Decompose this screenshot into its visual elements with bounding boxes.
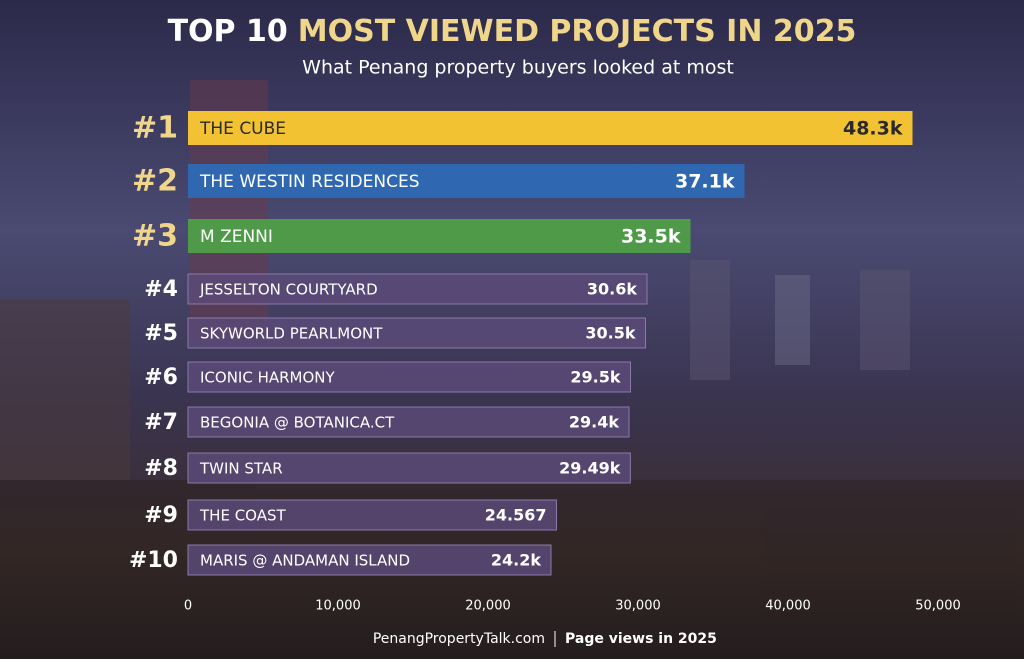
rank-label: #9 (144, 503, 178, 528)
bar (188, 219, 691, 253)
bar (187, 317, 646, 349)
x-tick-label: 50,000 (915, 599, 961, 614)
rank-label: #10 (129, 548, 178, 573)
category-label: MARIS @ ANDAMAN ISLAND (200, 552, 410, 570)
value-label: 24.2k (491, 551, 541, 570)
x-tick-label: 10,000 (315, 599, 361, 614)
value-label: 29.49k (559, 459, 621, 478)
category-label: BEGONIA @ BOTANICA.CT (200, 414, 395, 432)
value-label: 29.5k (570, 368, 620, 387)
source: PenangPropertyTalk.com (373, 631, 545, 647)
category-label: JESSELTON COURTYARD (199, 281, 378, 299)
x-tick-label: 0 (184, 599, 192, 614)
bar (187, 273, 648, 305)
title-lead: TOP 10 (168, 14, 288, 49)
rank-label: #6 (144, 365, 178, 390)
bar (187, 544, 552, 576)
value-label: 30.6k (587, 280, 637, 299)
note: Page views in 2025 (565, 631, 717, 647)
rank-label: #8 (144, 456, 178, 481)
bar (187, 361, 631, 393)
category-label: THE WESTIN RESIDENCES (199, 172, 419, 192)
category-label: M ZENNI (200, 227, 273, 247)
title-main: MOST VIEWED PROJECTS IN 2025 (298, 14, 857, 49)
rank-label: #2 (132, 164, 178, 199)
subtitle: What Penang property buyers looked at mo… (302, 57, 734, 79)
rank-label: #5 (144, 321, 178, 346)
value-label: 24.567 (485, 506, 547, 525)
value-label: 33.5k (621, 226, 681, 248)
rank-label: #3 (132, 219, 178, 254)
category-label: ICONIC HARMONY (200, 369, 336, 387)
x-tick-label: 30,000 (615, 599, 661, 614)
value-label: 29.4k (569, 413, 619, 432)
category-label: SKYWORLD PEARLMONT (200, 325, 383, 343)
bar (187, 406, 630, 438)
rank-label: #7 (144, 410, 178, 435)
value-label: 37.1k (675, 171, 735, 193)
bar (187, 452, 631, 484)
category-label: TWIN STAR (199, 460, 283, 478)
category-label: THE COAST (199, 507, 286, 525)
rank-label: #1 (132, 111, 178, 146)
bar (188, 164, 745, 198)
rank-label: #4 (144, 277, 178, 302)
value-label: 48.3k (843, 118, 903, 140)
value-label: 30.5k (585, 324, 635, 343)
x-tick-label: 40,000 (765, 599, 811, 614)
bar (187, 499, 558, 531)
x-tick-label: 20,000 (465, 599, 511, 614)
category-label: THE CUBE (199, 119, 286, 139)
chart-title: TOP 10 MOST VIEWED PROJECTS IN 2025 (168, 14, 857, 49)
bar (188, 111, 913, 145)
